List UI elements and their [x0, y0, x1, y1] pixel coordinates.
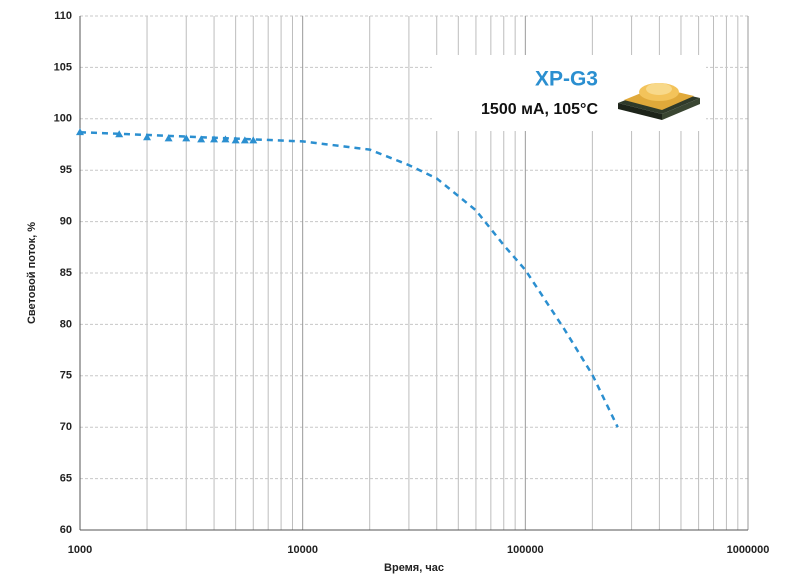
x-axis-label: Время, час [384, 562, 444, 574]
x-tick-label: 1000000 [727, 544, 770, 556]
y-tick-label: 60 [60, 524, 72, 536]
x-tick-label: 1000 [68, 544, 92, 556]
x-tick-label: 100000 [507, 544, 544, 556]
y-tick-label: 75 [60, 370, 72, 382]
triangle-marker [231, 136, 240, 144]
y-tick-label: 65 [60, 473, 72, 485]
y-tick-label: 95 [60, 164, 72, 176]
x-tick-label: 10000 [287, 544, 318, 556]
led-icon [618, 83, 700, 120]
triangle-marker [164, 134, 173, 142]
y-tick-label: 85 [60, 267, 72, 279]
triangle-marker [182, 134, 191, 142]
y-tick-label: 70 [60, 421, 72, 433]
y-tick-label: 80 [60, 318, 72, 330]
annotation-subtitle: 1500 мА, 105°C [481, 101, 598, 118]
series-line [79, 130, 619, 428]
y-tick-label: 90 [60, 216, 72, 228]
triangle-marker [143, 133, 152, 141]
y-tick-label: 110 [54, 10, 72, 22]
triangle-marker [197, 135, 206, 143]
y-tick-label: 105 [54, 61, 72, 73]
y-tick-label: 100 [54, 113, 72, 125]
y-axis-label: Световой поток, % [26, 222, 38, 324]
annotation-title: XP-G3 [535, 68, 598, 91]
triangle-marker [115, 130, 124, 138]
triangle-marker [249, 136, 258, 144]
